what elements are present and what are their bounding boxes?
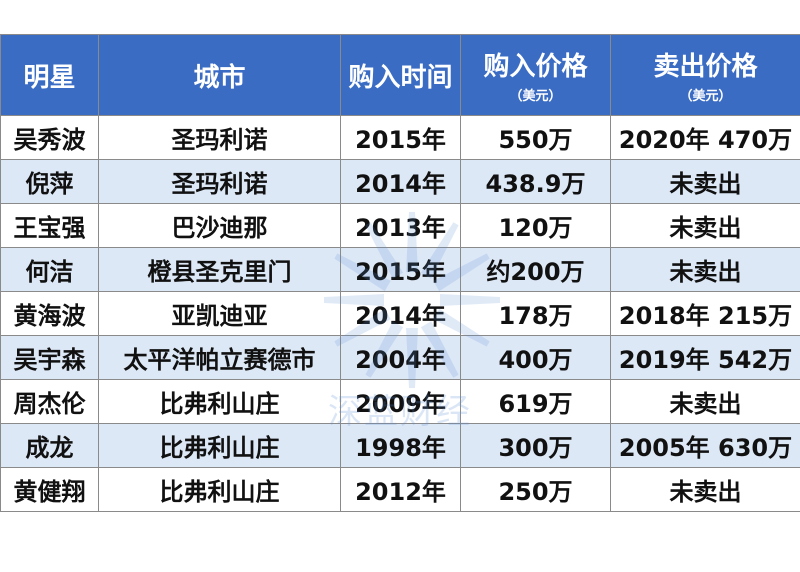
cell-sell-price: 未卖出	[610, 203, 800, 248]
table-row: 周杰伦 比弗利山庄 2009年 619万 未卖出	[0, 379, 800, 424]
cell-buy-time: 2015年	[340, 115, 461, 160]
table-row: 倪萍 圣玛利诺 2014年 438.9万 未卖出	[0, 159, 800, 204]
cell-star: 黄海波	[0, 291, 99, 336]
cell-city: 比弗利山庄	[98, 467, 341, 512]
cell-buy-time: 2004年	[340, 335, 461, 380]
header-sell-price-unit: （美元）	[679, 89, 732, 104]
cell-sell-price: 2019年 542万	[610, 335, 800, 380]
header-city: 城市	[98, 34, 341, 116]
cell-buy-time: 1998年	[340, 423, 461, 468]
cell-city: 比弗利山庄	[98, 379, 341, 424]
cell-buy-time: 2013年	[340, 203, 461, 248]
cell-star: 何洁	[0, 247, 99, 292]
cell-city: 太平洋帕立赛德市	[98, 335, 341, 380]
cell-city: 比弗利山庄	[98, 423, 341, 468]
cell-city: 圣玛利诺	[98, 159, 341, 204]
header-star: 明星	[0, 34, 99, 116]
table-row: 吴宇森 太平洋帕立赛德市 2004年 400万 2019年 542万	[0, 335, 800, 380]
cell-buy-price: 178万	[460, 291, 611, 336]
header-sell-price: 卖出价格 （美元）	[610, 34, 800, 116]
cell-sell-price: 未卖出	[610, 159, 800, 204]
cell-buy-price: 438.9万	[460, 159, 611, 204]
cell-buy-time: 2015年	[340, 247, 461, 292]
table-row: 黄海波 亚凯迪亚 2014年 178万 2018年 215万	[0, 291, 800, 336]
table-row: 黄健翔 比弗利山庄 2012年 250万 未卖出	[0, 467, 800, 512]
header-buy-price: 购入价格 （美元）	[460, 34, 611, 116]
table-body: 吴秀波 圣玛利诺 2015年 550万 2020年 470万 倪萍 圣玛利诺 2…	[0, 115, 800, 512]
table-row: 王宝强 巴沙迪那 2013年 120万 未卖出	[0, 203, 800, 248]
header-buy-price-label: 购入价格	[483, 52, 588, 82]
cell-city: 橙县圣克里门	[98, 247, 341, 292]
cell-city: 巴沙迪那	[98, 203, 341, 248]
cell-buy-time: 2014年	[340, 291, 461, 336]
cell-star: 吴秀波	[0, 115, 99, 160]
cell-sell-price: 未卖出	[610, 379, 800, 424]
table-row: 吴秀波 圣玛利诺 2015年 550万 2020年 470万	[0, 115, 800, 160]
header-buy-price-unit: （美元）	[509, 89, 562, 104]
cell-buy-price: 250万	[460, 467, 611, 512]
table-row: 成龙 比弗利山庄 1998年 300万 2005年 630万	[0, 423, 800, 468]
cell-buy-price: 550万	[460, 115, 611, 160]
table-header: 明星 城市 购入时间 购入价格 （美元） 卖出价格 （美元）	[0, 34, 800, 116]
cell-sell-price: 2018年 215万	[610, 291, 800, 336]
cell-buy-time: 2014年	[340, 159, 461, 204]
cell-sell-price: 未卖出	[610, 467, 800, 512]
cell-buy-time: 2009年	[340, 379, 461, 424]
cell-star: 吴宇森	[0, 335, 99, 380]
star-property-table: 明星 城市 购入时间 购入价格 （美元） 卖出价格 （美元） 吴秀波 圣玛利诺 …	[0, 34, 800, 512]
cell-city: 亚凯迪亚	[98, 291, 341, 336]
cell-buy-price: 619万	[460, 379, 611, 424]
cell-buy-time: 2012年	[340, 467, 461, 512]
header-row: 明星 城市 购入时间 购入价格 （美元） 卖出价格 （美元）	[0, 34, 800, 116]
cell-buy-price: 400万	[460, 335, 611, 380]
cell-star: 倪萍	[0, 159, 99, 204]
cell-buy-price: 300万	[460, 423, 611, 468]
cell-city: 圣玛利诺	[98, 115, 341, 160]
table-row: 何洁 橙县圣克里门 2015年 约200万 未卖出	[0, 247, 800, 292]
cell-star: 周杰伦	[0, 379, 99, 424]
cell-sell-price: 2020年 470万	[610, 115, 800, 160]
cell-star: 王宝强	[0, 203, 99, 248]
header-buy-time: 购入时间	[340, 34, 461, 116]
cell-sell-price: 2005年 630万	[610, 423, 800, 468]
cell-star: 黄健翔	[0, 467, 99, 512]
cell-star: 成龙	[0, 423, 99, 468]
cell-buy-price: 120万	[460, 203, 611, 248]
header-sell-price-label: 卖出价格	[653, 52, 758, 82]
cell-buy-price: 约200万	[460, 247, 611, 292]
cell-sell-price: 未卖出	[610, 247, 800, 292]
